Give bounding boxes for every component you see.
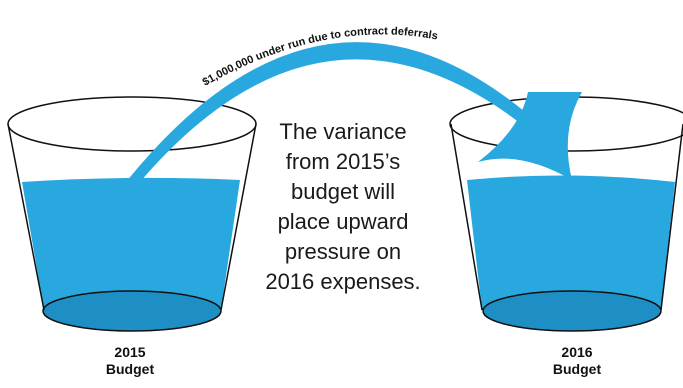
glass-2015-caption: Budget xyxy=(105,361,155,377)
glass-2016-year: 2016 xyxy=(561,344,593,360)
glass-2016 xyxy=(449,96,683,332)
glass-2015-year: 2015 xyxy=(114,344,146,360)
glass-2015-outline xyxy=(7,123,257,311)
transfer-arrow-shaft xyxy=(126,42,548,182)
explanation-line: budget will xyxy=(291,179,395,204)
explanation-line: pressure on xyxy=(284,239,402,264)
glass-2016-caption: Budget xyxy=(552,361,602,377)
glass-2016-bottom xyxy=(482,290,662,332)
explanation-line: 2016 expenses. xyxy=(265,269,421,294)
explanation-line: place upward xyxy=(277,209,409,234)
explanation-line: from 2015’s xyxy=(285,149,401,174)
explanation-line: The variance xyxy=(279,119,407,144)
glass-2016-water xyxy=(467,175,675,310)
glass-2016-outline xyxy=(450,123,683,311)
glass-2016-label: 2016 Budget xyxy=(537,344,617,378)
transfer-arrow-head xyxy=(478,92,582,180)
glass-2015 xyxy=(7,96,257,332)
glass-2015-bottom xyxy=(42,290,222,332)
variance-explanation: The variance from 2015’s budget will pla… xyxy=(248,117,438,297)
glass-2015-rim xyxy=(7,96,257,152)
glass-2015-label: 2015 Budget xyxy=(95,344,165,378)
glass-2015-water xyxy=(22,177,240,310)
